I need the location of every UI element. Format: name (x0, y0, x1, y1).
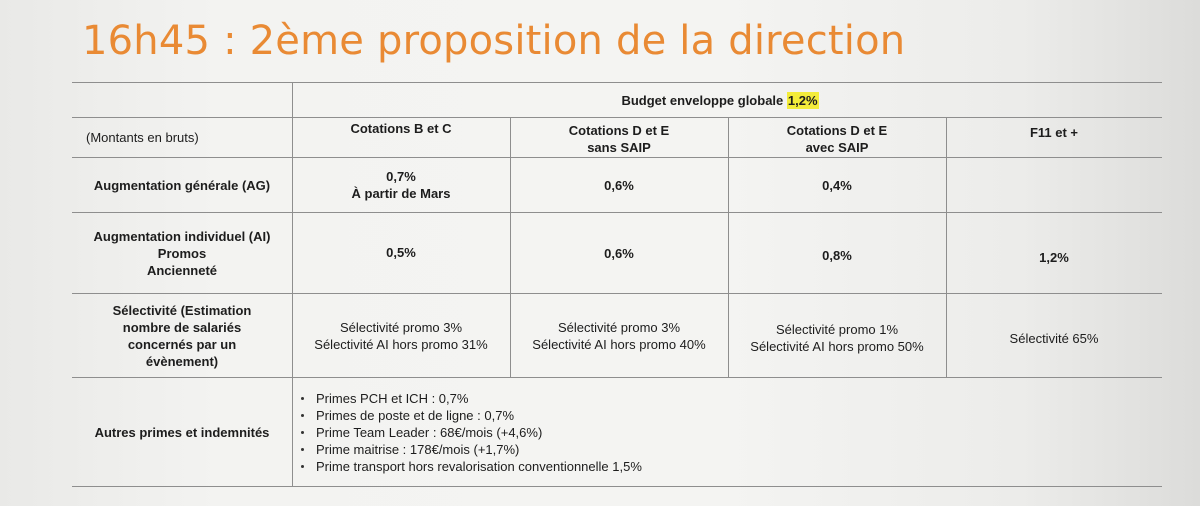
list-item: Primes de poste et de ligne : 0,7% (298, 407, 642, 424)
cell-line: Sélectivité promo 3% (557, 320, 681, 335)
table-rule (510, 117, 511, 377)
cell-line: Sélectivité promo 3% (339, 320, 463, 335)
row-label-ai: Augmentation individuel (AI) Promos Anci… (72, 213, 292, 293)
ag-value-b-c: 0,7% À partir de Mars (292, 158, 510, 212)
table-rule (728, 117, 729, 377)
table-rule (72, 212, 1162, 213)
column-header-f11: F11 et + (946, 122, 1162, 142)
cell-line: Sélectivité AI hors promo 50% (750, 339, 924, 354)
ai-value-d-e-sans: 0,6% (604, 245, 634, 261)
ai-value-f11: 1,2% (1039, 249, 1069, 265)
column-header-line: avec SAIP (805, 140, 869, 155)
table-rule (946, 117, 947, 377)
row-label-selectivite: Sélectivité (Estimation nombre de salari… (72, 294, 292, 377)
row-label-line: Ancienneté (146, 262, 218, 278)
row-label-line: Sélectivité (Estimation (112, 302, 252, 318)
table-rule (292, 82, 293, 486)
column-header-line: Cotations D et E (786, 123, 888, 138)
selectivite-value-b-c: Sélectivité promo 3% Sélectivité AI hors… (292, 296, 510, 376)
cell-line: Sélectivité AI hors promo 31% (314, 337, 488, 352)
page-title: 16h45 : 2ème proposition de la direction (82, 18, 906, 64)
row-label-line: concernés par un (127, 336, 237, 352)
ai-value-b-c: 0,5% (386, 244, 416, 260)
column-header-b-c: Cotations B et C (292, 118, 510, 138)
list-item: Prime maitrise : 178€/mois (+1,7%) (298, 441, 642, 458)
column-header-d-e-sans-saip: Cotations D et E sans SAIP (510, 122, 728, 156)
budget-label: Budget enveloppe globale (621, 92, 784, 108)
column-header-line: Cotations B et C (350, 120, 452, 136)
list-item: Prime transport hors revalorisation conv… (298, 458, 642, 475)
column-header-line: Cotations D et E (568, 123, 670, 138)
cell-line: 0,7% (386, 169, 416, 184)
selectivite-value-f11: Sélectivité 65% (1009, 330, 1099, 346)
table-rule (72, 486, 1162, 487)
selectivite-value-d-e-sans: Sélectivité promo 3% Sélectivité AI hors… (510, 296, 728, 376)
column-header-line: sans SAIP (587, 140, 651, 155)
row-label-line: Promos (157, 245, 207, 261)
table-rule (72, 157, 1162, 158)
list-item: Primes PCH et ICH : 0,7% (298, 390, 642, 407)
budget-value: 1,2% (786, 91, 819, 109)
list-item: Prime Team Leader : 68€/mois (+4,6%) (298, 424, 642, 441)
table-rule (72, 293, 1162, 294)
table-rule (72, 117, 1162, 118)
table-rule (72, 377, 1162, 378)
row-label-line: évènement) (145, 353, 219, 369)
cell-line: Sélectivité AI hors promo 40% (532, 337, 706, 352)
row-label-primes: Autres primes et indemnités (94, 424, 270, 440)
ag-value-d-e-avec: 0,4% (822, 177, 852, 193)
table-rule (72, 82, 1162, 83)
ag-value-f11 (946, 158, 1162, 212)
cell-line: À partir de Mars (351, 186, 451, 201)
row-label-ag: Augmentation générale (AG) (93, 177, 271, 193)
cell-line: Sélectivité promo 1% (775, 322, 899, 337)
primes-list: Primes PCH et ICH : 0,7% Primes de poste… (298, 390, 642, 475)
ag-value-d-e-sans: 0,6% (604, 177, 634, 193)
row-label-line: Augmentation individuel (AI) (93, 228, 271, 244)
montants-note: (Montants en bruts) (86, 129, 199, 145)
column-header-d-e-avec-saip: Cotations D et E avec SAIP (728, 122, 946, 156)
ai-value-d-e-avec: 0,8% (822, 247, 852, 263)
budget-header: Budget enveloppe globale 1,2% (520, 89, 920, 111)
row-label-line: nombre de salariés (122, 319, 242, 335)
selectivite-value-d-e-avec: Sélectivité promo 1% Sélectivité AI hors… (728, 298, 946, 378)
column-header-line: F11 et + (1029, 124, 1079, 140)
